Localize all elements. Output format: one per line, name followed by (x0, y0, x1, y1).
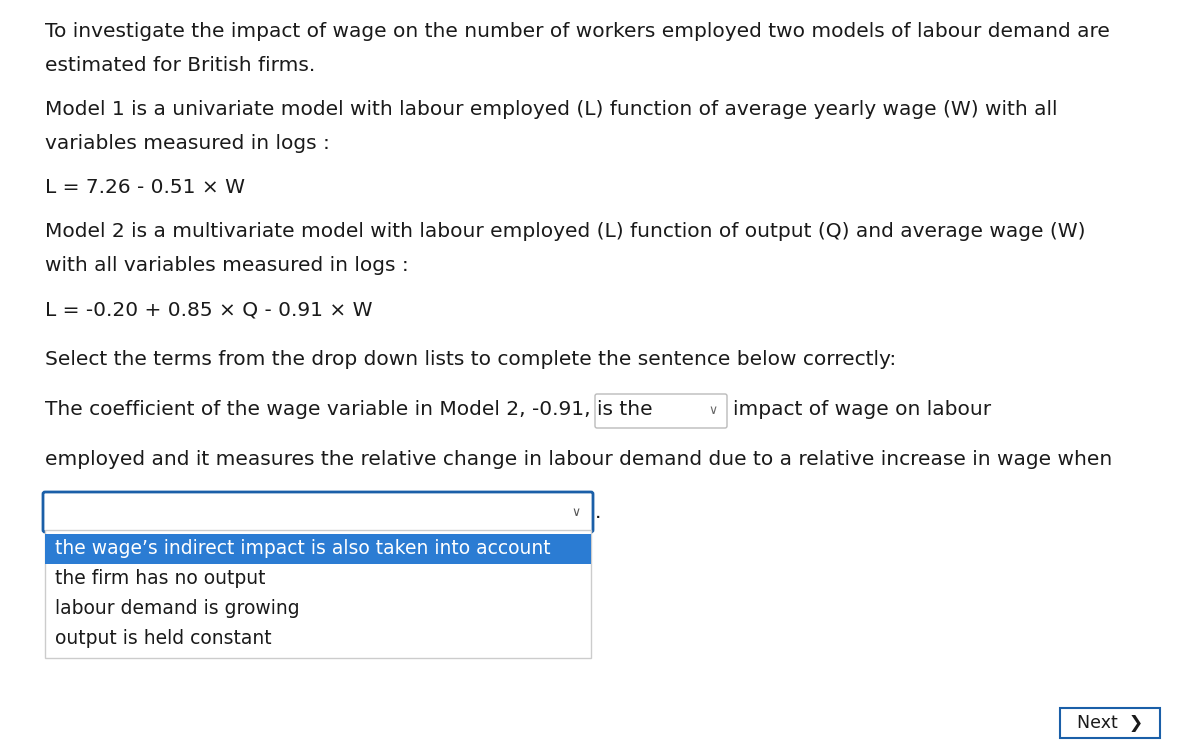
Text: the firm has no output: the firm has no output (55, 570, 265, 588)
Text: variables measured in logs :: variables measured in logs : (46, 134, 330, 153)
Text: with all variables measured in logs :: with all variables measured in logs : (46, 256, 409, 275)
Text: estimated for British firms.: estimated for British firms. (46, 56, 316, 75)
FancyBboxPatch shape (46, 534, 592, 564)
Text: the wage’s indirect impact is also taken into account: the wage’s indirect impact is also taken… (55, 539, 551, 559)
FancyBboxPatch shape (43, 492, 593, 532)
Text: output is held constant: output is held constant (55, 630, 271, 648)
Text: Model 1 is a univariate model with labour employed (L) function of average yearl: Model 1 is a univariate model with labou… (46, 100, 1057, 119)
Text: L = 7.26 - 0.51 × W: L = 7.26 - 0.51 × W (46, 178, 245, 197)
Text: labour demand is growing: labour demand is growing (55, 599, 300, 619)
FancyBboxPatch shape (1060, 708, 1160, 738)
Text: employed and it measures the relative change in labour demand due to a relative : employed and it measures the relative ch… (46, 450, 1112, 469)
Text: Model 2 is a multivariate model with labour employed (L) function of output (Q) : Model 2 is a multivariate model with lab… (46, 222, 1086, 241)
Text: To investigate the impact of wage on the number of workers employed two models o: To investigate the impact of wage on the… (46, 22, 1110, 41)
FancyBboxPatch shape (595, 394, 727, 428)
Text: impact of wage on labour: impact of wage on labour (733, 400, 991, 419)
Text: The coefficient of the wage variable in Model 2, -0.91, is the: The coefficient of the wage variable in … (46, 400, 653, 419)
Text: ∨: ∨ (571, 505, 581, 519)
Text: Select the terms from the drop down lists to complete the sentence below correct: Select the terms from the drop down list… (46, 350, 896, 369)
Text: ∨: ∨ (708, 405, 718, 417)
FancyBboxPatch shape (46, 530, 592, 658)
Text: L = -0.20 + 0.85 × Q - 0.91 × W: L = -0.20 + 0.85 × Q - 0.91 × W (46, 300, 372, 319)
Text: .: . (595, 502, 601, 522)
Text: Next  ❯: Next ❯ (1076, 714, 1144, 732)
